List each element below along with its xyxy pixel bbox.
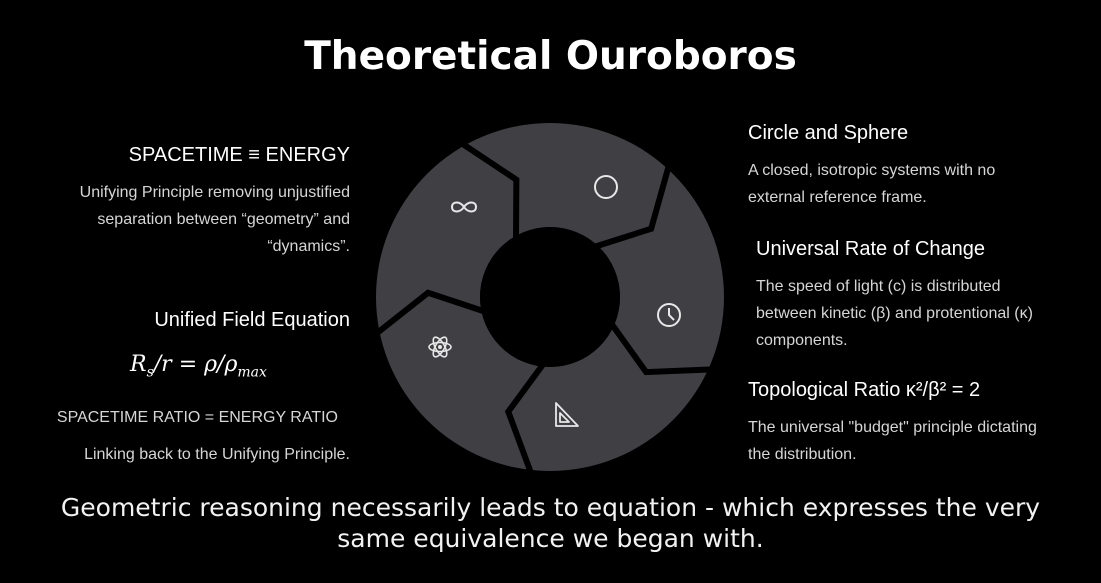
circle-sphere-heading: Circle and Sphere — [748, 122, 909, 144]
principle-line-3: “dynamics”. — [267, 238, 350, 255]
equation-mid: /r = ρ/ρ — [153, 352, 238, 377]
atom-icon — [428, 336, 452, 358]
principle-block: SPACETIME ≡ ENERGY Unifying Principle re… — [30, 144, 350, 260]
rate-of-change-line-3: components. — [756, 332, 848, 349]
set-square-icon — [555, 402, 579, 427]
segment-divider-4 — [504, 362, 546, 476]
cycle-segments — [374, 123, 724, 476]
infinity-icon — [450, 201, 478, 213]
page-title: Theoretical Ouroboros — [304, 34, 797, 79]
ratio-text: SPACETIME RATIO = ENERGY RATIO — [56, 409, 338, 426]
topological-ratio-line-2: the distribution. — [748, 446, 857, 463]
rate-of-change-heading: Universal Rate of Change — [756, 238, 986, 260]
rate-of-change-block: Universal Rate of Change The speed of li… — [756, 238, 1086, 354]
topological-ratio-block: Topological Ratio κ²/β² = 2 The universa… — [748, 379, 1088, 468]
caption-line-1: Geometric reasoning necessarily leads to… — [60, 493, 1041, 522]
linking-text: Linking back to the Unifying Principle. — [84, 446, 350, 463]
rate-of-change-text: The speed of light (c) is distributed be… — [756, 273, 1086, 354]
circle-sphere-line-2: external reference frame. — [748, 189, 927, 206]
wheel-hole — [480, 227, 620, 367]
principle-line-2: separation between “geometry” and — [97, 211, 350, 228]
conclusion-caption: Geometric reasoning necessarily leads to… — [0, 492, 1101, 554]
segment-divider-2 — [594, 163, 672, 250]
ouroboros-cycle-diagram — [374, 123, 724, 476]
principle-text: Unifying Principle removing unjustified … — [30, 179, 350, 260]
clock-icon — [657, 303, 681, 327]
equation-r: R — [130, 352, 147, 377]
field-equation-heading: Unified Field Equation — [154, 309, 350, 331]
topological-ratio-heading: Topological Ratio κ²/β² = 2 — [748, 379, 981, 401]
caption-line-2: same equivalence we began with. — [337, 524, 764, 553]
circle-sphere-text: A closed, isotropic systems with no exte… — [748, 157, 1078, 211]
rate-of-change-line-2: between kinetic (β) and protentional (κ) — [756, 305, 1033, 322]
circle-sphere-line-1: A closed, isotropic systems with no — [748, 162, 996, 179]
equation-sub-max: max — [237, 364, 267, 381]
field-equation-block: Unified Field Equation — [30, 309, 350, 344]
principle-heading: SPACETIME ≡ ENERGY — [128, 144, 350, 166]
topological-ratio-text: The universal "budget" principle dictati… — [748, 414, 1088, 468]
rate-of-change-line-1: The speed of light (c) is distributed — [756, 278, 1001, 295]
topological-ratio-line-1: The universal "budget" principle dictati… — [748, 419, 1037, 436]
segment-divider-3 — [609, 322, 713, 376]
field-equation: Rs/r = ρ/ρmax — [130, 352, 267, 380]
equation-sub-s: s — [146, 364, 154, 381]
segment-divider-5 — [374, 289, 485, 337]
circle-sphere-block: Circle and Sphere A closed, isotropic sy… — [748, 122, 1078, 211]
principle-line-1: Unifying Principle removing unjustified — [79, 184, 350, 201]
circle-icon — [594, 175, 618, 199]
segment-divider-1 — [459, 140, 520, 239]
ring-body — [376, 123, 724, 471]
